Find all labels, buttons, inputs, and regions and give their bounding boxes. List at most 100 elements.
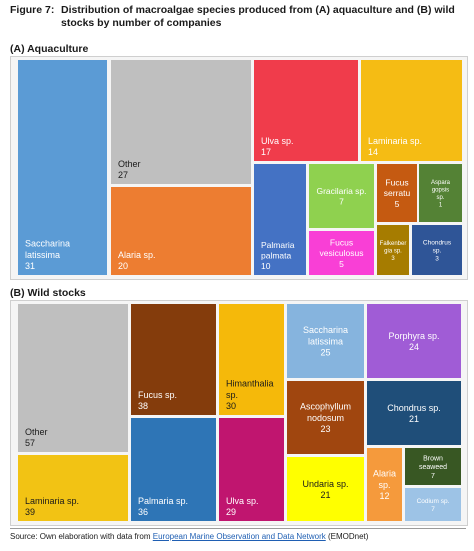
wild-stocks-tile-label: nodosum <box>307 413 344 423</box>
aquaculture-tile: Alaria sp.20 <box>111 187 251 275</box>
source-prefix: Source: Own elaboration with data from <box>10 532 153 541</box>
aquaculture-tile-label: Fucus <box>385 178 408 188</box>
wild-stocks-tile: Laminaria sp.39 <box>18 455 128 521</box>
aquaculture-tile-rect <box>377 164 417 222</box>
aquaculture-tile-value: 20 <box>118 261 128 271</box>
aquaculture-tile-label: sp. <box>436 195 444 201</box>
aquaculture-tile-label: Ulva sp. <box>261 136 294 146</box>
wild-stocks-tile-value: 30 <box>226 401 236 411</box>
aquaculture-tile-label: Fucus <box>330 238 353 248</box>
wild-stocks-tile-rect <box>405 488 461 521</box>
aquaculture-tile-value: 17 <box>261 147 271 157</box>
treemap-aquaculture: Saccharina latissima 31 Other 27 Alaria sp. 20… <box>10 56 468 280</box>
aquaculture-tile-value: 31 <box>25 261 35 271</box>
source-link[interactable]: European Marine Observation and Data Net… <box>152 532 326 541</box>
wild-stocks-tile-rect <box>405 448 461 485</box>
wild-stocks-tile-label: Saccharina <box>303 325 348 335</box>
wild-stocks-tile: Porphyra sp.24 <box>367 304 461 378</box>
wild-stocks-tile-rect <box>131 418 216 521</box>
wild-stocks-tile-label: Alaria <box>373 469 396 479</box>
wild-stocks-tile-rect <box>367 381 461 445</box>
wild-stocks-tile: Fucus sp.38 <box>131 304 216 415</box>
aquaculture-tile-rect <box>111 60 251 184</box>
wild-stocks-tile-value: 24 <box>409 342 419 352</box>
aquaculture-tile-rect <box>254 164 306 275</box>
wild-stocks-tile-rect <box>131 304 216 415</box>
aquaculture-tile-value: 27 <box>118 170 128 180</box>
wild-stocks-tile: Chondrus sp.21 <box>367 381 461 445</box>
aquaculture-tile-label: Falkenber <box>380 241 407 247</box>
wild-stocks-tile-rect <box>367 304 461 378</box>
wild-stocks-tile-rect <box>18 304 128 452</box>
aquaculture-tile-rect <box>377 225 409 275</box>
wild-stocks-tile-value: 25 <box>320 348 330 358</box>
aquaculture-tile-value: 14 <box>368 147 378 157</box>
aquaculture-tile-rect <box>18 60 107 275</box>
wild-stocks-tile-label: Porphyra sp. <box>388 331 439 341</box>
aquaculture-tile-rect <box>419 164 462 222</box>
aquaculture-tile-rect <box>309 231 374 275</box>
wild-stocks-tile-value: 7 <box>431 506 435 513</box>
wild-stocks-tile-label: seaweed <box>419 464 447 471</box>
aquaculture-tile-rect <box>361 60 462 161</box>
wild-stocks-tile-value: 38 <box>138 401 148 411</box>
wild-stocks-tile-label: Undaria sp. <box>302 479 348 489</box>
aquaculture-tile-label: palmata <box>261 250 292 260</box>
source-note: Source: Own elaboration with data from E… <box>10 532 368 541</box>
wild-stocks-tile: Undaria sp.21 <box>287 457 364 521</box>
wild-stocks-tile-value: 57 <box>25 438 35 448</box>
treemap-wild-stocks: Other 57 Laminaria sp. 39 Fucus sp. 38 Palmari… <box>10 300 468 526</box>
wild-stocks-tile-label: Fucus sp. <box>138 390 177 400</box>
aquaculture-tile-value: 1 <box>439 203 443 209</box>
wild-stocks-tile-rect <box>219 418 284 521</box>
wild-stocks-tile-label: Himanthalia <box>226 379 274 389</box>
aquaculture-tile-label: serratu <box>384 188 411 198</box>
aquaculture-tile-label: Gracilaria sp. <box>316 186 366 196</box>
wild-stocks-tile-label: sp. <box>378 480 390 490</box>
aquaculture-tile-value: 3 <box>435 256 439 263</box>
aquaculture-tile-rect <box>111 187 251 275</box>
figure-title: Distribution of macroalgae species produ… <box>61 4 455 29</box>
aquaculture-tile-label: Aspara <box>431 180 451 186</box>
aquaculture-tile-label: Chondrus <box>423 239 452 246</box>
source-suffix: (EMODnet) <box>325 532 369 541</box>
wild-stocks-tile-rect <box>219 304 284 415</box>
wild-stocks-tile: Brown seaweed 7 <box>405 448 461 485</box>
aquaculture-tile-rect <box>309 164 374 228</box>
aquaculture-tile-value: 5 <box>395 199 400 209</box>
wild-stocks-tile-label: Laminaria sp. <box>25 496 79 506</box>
aquaculture-tile-label: gia sp. <box>384 248 402 254</box>
aquaculture-tile-label: Alaria sp. <box>118 250 156 260</box>
aquaculture-tile-rect <box>254 60 358 161</box>
wild-stocks-tile-label: Chondrus sp. <box>387 403 441 413</box>
wild-stocks-tile-value: 21 <box>409 414 419 424</box>
aquaculture-tile-label: Palmaria <box>261 240 295 250</box>
wild-stocks-tile-label: sp. <box>226 390 238 400</box>
wild-stocks-tile-rect <box>287 381 364 454</box>
aquaculture-tile-value: 5 <box>339 259 344 269</box>
wild-stocks-tile-value: 39 <box>25 507 35 517</box>
aquaculture-tile-label: gopsis <box>432 188 449 194</box>
wild-stocks-tile: Ulva sp.29 <box>219 418 284 521</box>
aquaculture-tile-label: latissima <box>25 250 60 260</box>
panel-b-title: (B) Wild stocks <box>10 287 86 299</box>
wild-stocks-tile-label: Brown <box>423 455 443 462</box>
wild-stocks-tile-value: 12 <box>379 491 389 501</box>
wild-stocks-tile-rect <box>367 448 402 521</box>
aquaculture-tile-label: sp. <box>433 247 442 254</box>
wild-stocks-tile-value: 7 <box>431 473 435 480</box>
wild-stocks-tile-label: Ascophyllum <box>300 402 351 412</box>
